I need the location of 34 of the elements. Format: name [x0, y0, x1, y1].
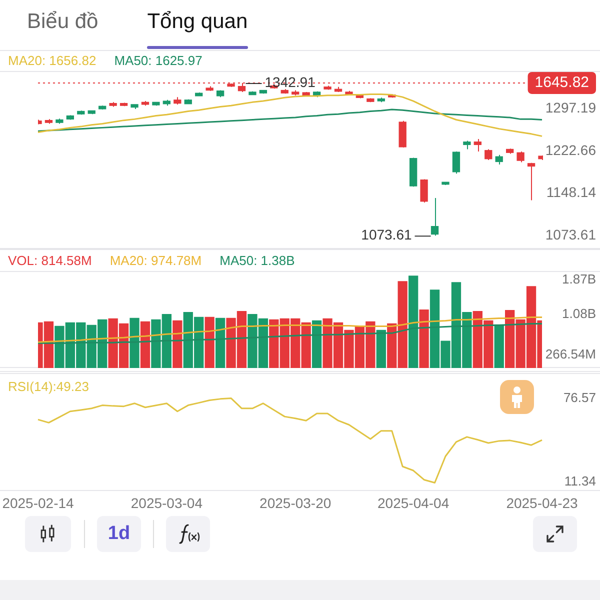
- y-tick-label: 76.57: [563, 390, 596, 405]
- text: Tổng quan: [147, 0, 248, 50]
- annotation: 1073.61: [361, 226, 412, 242]
- text: MA20: 1656.82: [8, 52, 96, 70]
- text: VOL: 814.58M: [8, 252, 92, 270]
- candlestick: [430, 197, 439, 236]
- text: Biểu đồ: [27, 9, 98, 35]
- text: MA50: 1.38B: [220, 252, 295, 270]
- candlestick: [516, 150, 524, 163]
- text: 1d: [108, 523, 130, 545]
- y-tick-label: 1148.14: [546, 184, 596, 200]
- y-tick-label: 1297.19: [545, 100, 596, 116]
- x-tick-label: 2025-04-04: [378, 494, 450, 511]
- y-tick-label: 1073.61: [545, 226, 596, 242]
- y-tick-label: 1.87B: [562, 272, 596, 287]
- candlestick: [527, 162, 536, 201]
- y-tick-label: 1222.66: [545, 142, 596, 158]
- candlestick: [495, 154, 503, 166]
- x-tick-label: 2025-03-20: [260, 494, 332, 511]
- candlestick: [420, 178, 428, 204]
- annotation: 1645.82: [534, 74, 590, 92]
- candlestick: [474, 138, 482, 152]
- candlestick: [484, 148, 492, 160]
- x-tick-label: 2025-04-23: [506, 494, 578, 511]
- annotation: 1342.91: [264, 74, 316, 90]
- x-tick-label: 2025-02-14: [2, 494, 74, 511]
- text: MA20: 974.78M: [110, 252, 202, 270]
- y-tick-label: 1.08B: [562, 306, 596, 321]
- candlestick: [452, 150, 460, 174]
- series-label: RSI(14):49.23: [8, 378, 89, 396]
- x-tick-label: 2025-03-04: [130, 494, 203, 511]
- y-tick-label: 266.54M: [545, 346, 596, 362]
- text: MA50: 1625.97: [114, 52, 202, 70]
- y-tick-label: 11.34: [564, 474, 596, 489]
